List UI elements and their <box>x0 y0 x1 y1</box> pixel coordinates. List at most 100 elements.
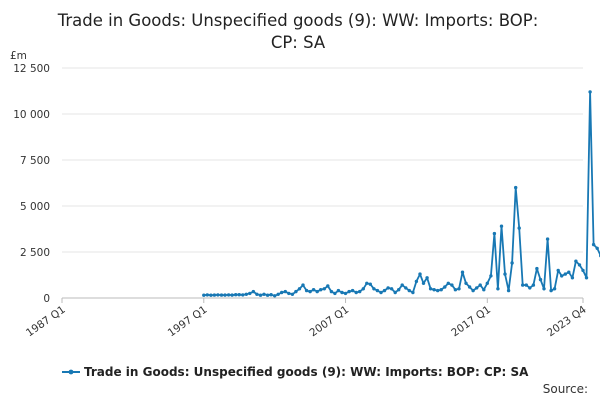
data-point <box>209 293 213 297</box>
data-point <box>428 287 433 291</box>
x-tick-label: 1987 Q1 <box>24 304 68 340</box>
data-point <box>319 288 323 292</box>
data-point <box>506 288 511 293</box>
data-point <box>205 293 209 297</box>
legend-marker <box>68 369 74 375</box>
data-point <box>372 287 376 291</box>
data-point <box>535 266 539 271</box>
y-tick-label: 0 <box>43 293 50 305</box>
source-label: Source: <box>543 382 588 396</box>
data-point <box>450 283 454 287</box>
data-point <box>251 289 256 294</box>
data-point <box>386 286 390 290</box>
x-tick-label: 2023 Q4 <box>545 303 589 339</box>
data-point <box>322 287 326 291</box>
data-point <box>581 268 585 273</box>
data-point <box>311 288 316 292</box>
data-point <box>528 286 532 290</box>
chart-title-line-2: CP: SA <box>271 33 326 52</box>
data-point <box>365 281 369 285</box>
data-point <box>287 291 291 296</box>
y-tick-label: 10 000 <box>13 109 50 121</box>
data-point <box>489 274 493 278</box>
data-point <box>439 288 443 292</box>
x-tick-label: 1997 Q1 <box>166 304 210 340</box>
data-point <box>241 293 245 297</box>
data-point <box>308 289 312 294</box>
data-point <box>230 293 234 297</box>
data-point <box>389 287 394 291</box>
data-point <box>560 274 564 278</box>
data-point <box>354 290 358 295</box>
data-point <box>591 242 596 247</box>
x-tick-label: 2007 Q1 <box>308 304 352 340</box>
data-point <box>510 261 514 265</box>
data-point <box>556 268 560 273</box>
data-point <box>294 289 298 294</box>
data-point <box>464 281 468 285</box>
data-point <box>347 289 351 294</box>
data-point <box>361 287 365 291</box>
data-point <box>379 290 383 295</box>
y-tick-label: 2 500 <box>20 247 50 259</box>
data-point <box>255 292 259 296</box>
data-point <box>400 283 404 287</box>
data-point <box>503 272 507 276</box>
y-tick-label: 5 000 <box>20 201 50 213</box>
data-point <box>336 288 341 293</box>
data-point <box>304 288 309 293</box>
data-point <box>234 293 238 297</box>
data-point <box>521 283 525 287</box>
data-point <box>411 290 415 295</box>
data-point <box>577 263 582 267</box>
data-point <box>478 283 482 287</box>
data-point <box>202 293 206 297</box>
data-point <box>414 279 419 284</box>
data-point <box>531 283 536 287</box>
data-point <box>584 276 589 280</box>
data-point <box>237 293 241 297</box>
data-point <box>574 259 578 263</box>
data-point <box>315 289 319 294</box>
data-point <box>219 293 224 297</box>
data-point <box>358 289 362 294</box>
data-point <box>244 292 248 296</box>
data-point <box>443 285 447 289</box>
data-point <box>280 290 284 295</box>
data-point <box>436 288 440 293</box>
data-point <box>425 276 429 280</box>
data-point <box>457 287 461 291</box>
data-point <box>283 289 287 294</box>
data-point <box>397 288 401 292</box>
data-point <box>563 272 567 276</box>
data-point <box>258 293 263 297</box>
data-point <box>248 291 252 296</box>
gridlines <box>62 67 583 299</box>
data-point <box>475 286 479 290</box>
data-point <box>545 237 550 241</box>
data-point <box>273 294 277 298</box>
data-point <box>538 277 543 282</box>
data-point <box>404 286 408 290</box>
data-point <box>276 292 280 296</box>
data-point <box>524 283 528 287</box>
data-point <box>382 288 387 293</box>
chart-title-line-1: Trade in Goods: Unspecified goods (9): W… <box>57 11 539 30</box>
data-point <box>329 289 334 294</box>
data-point <box>340 290 344 295</box>
data-point <box>333 291 337 296</box>
legend: Trade in Goods: Unspecified goods (9): W… <box>62 365 529 379</box>
data-point <box>446 281 450 285</box>
data-point <box>226 293 231 297</box>
data-point <box>514 185 518 190</box>
y-tick-label: 12 500 <box>13 63 50 75</box>
data-point <box>350 288 355 293</box>
data-point <box>471 288 475 293</box>
data-point <box>588 90 592 94</box>
data-point <box>549 288 553 293</box>
data-point <box>223 293 227 297</box>
x-tick-label: 2017 Q1 <box>449 304 493 340</box>
data-point <box>570 276 575 280</box>
data-point <box>467 285 472 289</box>
